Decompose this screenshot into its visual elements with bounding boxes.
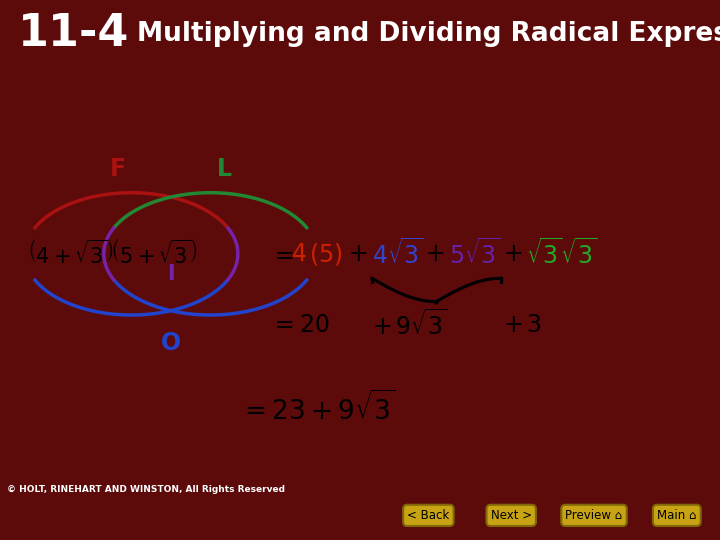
Text: $+$: $+$	[425, 242, 444, 266]
Text: $\sqrt{3}\sqrt{3}$: $\sqrt{3}\sqrt{3}$	[526, 239, 598, 269]
Text: $4$: $4$	[291, 242, 307, 266]
Text: < Back: < Back	[408, 509, 449, 522]
Text: Main ⌂: Main ⌂	[657, 509, 696, 522]
Text: $+$: $+$	[348, 242, 367, 266]
Text: $= 20$: $= 20$	[270, 313, 330, 337]
Text: O: O	[161, 332, 181, 355]
Text: $(5)$: $(5)$	[310, 241, 343, 267]
Text: F: F	[109, 157, 125, 181]
Text: $+$: $+$	[503, 242, 522, 266]
Text: I: I	[167, 265, 175, 285]
Text: $4\sqrt{3}$: $4\sqrt{3}$	[372, 239, 423, 269]
Text: $\left(4+\sqrt{3}\right)\!\left(5+\sqrt{3}\right)$: $\left(4+\sqrt{3}\right)\!\left(5+\sqrt{…	[27, 239, 197, 268]
Text: $= 23 + 9\sqrt{3}$: $= 23 + 9\sqrt{3}$	[239, 391, 396, 426]
Text: $+\,9\sqrt{3}$: $+\,9\sqrt{3}$	[372, 309, 447, 340]
Text: Next >: Next >	[490, 509, 532, 522]
Text: Preview ⌂: Preview ⌂	[565, 509, 623, 522]
Text: Multiplying and Dividing Radical Expressions: Multiplying and Dividing Radical Express…	[137, 21, 720, 47]
Text: $5\sqrt{3}$: $5\sqrt{3}$	[449, 239, 500, 269]
Text: L: L	[217, 157, 232, 181]
Text: © HOLT, RINEHART AND WINSTON, All Rights Reserved: © HOLT, RINEHART AND WINSTON, All Rights…	[7, 485, 285, 494]
Text: $=$: $=$	[270, 242, 294, 266]
Text: 11-4: 11-4	[18, 12, 130, 55]
Text: $+\,3$: $+\,3$	[503, 313, 541, 337]
